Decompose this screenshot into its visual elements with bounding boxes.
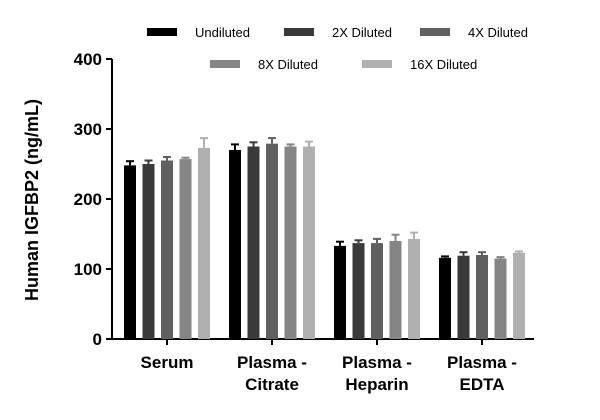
bar: [142, 164, 155, 339]
bar: [303, 146, 315, 339]
y-tick-label: 300: [74, 120, 102, 139]
bar: [334, 245, 346, 339]
bar: [229, 150, 241, 339]
legend-swatch: [210, 60, 240, 68]
legend-swatch: [147, 28, 177, 36]
x-category-label: Heparin: [345, 375, 408, 394]
x-category-label: Serum: [141, 353, 194, 372]
bar: [494, 258, 507, 339]
bar: [247, 146, 260, 339]
bar: [371, 243, 383, 339]
bar: [124, 165, 136, 339]
y-tick-label: 400: [74, 50, 102, 69]
x-category-label: Plasma -: [237, 353, 307, 372]
category-labels: Serum Plasma - Citrate Plasma - Heparin Plasm…: [141, 353, 517, 394]
bar: [476, 255, 488, 339]
bar: [439, 257, 451, 339]
legend-label: 4X Diluted: [468, 25, 528, 40]
legend-label: 2X Diluted: [332, 25, 392, 40]
y-axis-title: Human IGFBP2 (ng/mL): [22, 99, 42, 301]
legend: Undiluted 2X Diluted 4X Diluted 8X Diluted 1…: [147, 25, 528, 72]
x-category-label: EDTA: [459, 375, 504, 394]
legend-swatch: [284, 28, 314, 36]
bar: [266, 143, 278, 339]
bar: [457, 255, 470, 339]
legend-label: Undiluted: [195, 25, 250, 40]
bar: [408, 238, 420, 339]
x-category-label: Plasma -: [342, 353, 412, 372]
y-tick-label: 200: [74, 190, 102, 209]
legend-swatch: [420, 28, 450, 36]
legend-label: 8X Diluted: [258, 57, 318, 72]
y-tick-label: 100: [74, 260, 102, 279]
y-tick-label: 0: [93, 330, 102, 349]
bar: [389, 241, 402, 339]
bar: [161, 160, 173, 339]
bar: [352, 243, 365, 339]
x-category-label: Plasma -: [447, 353, 517, 372]
bar: [198, 147, 210, 339]
bar: [284, 146, 297, 339]
bar: [513, 252, 525, 339]
legend-swatch: [362, 60, 392, 68]
bar: [179, 159, 192, 339]
legend-label: 16X Diluted: [410, 57, 477, 72]
x-category-label: Citrate: [245, 375, 299, 394]
bars: [124, 137, 525, 339]
